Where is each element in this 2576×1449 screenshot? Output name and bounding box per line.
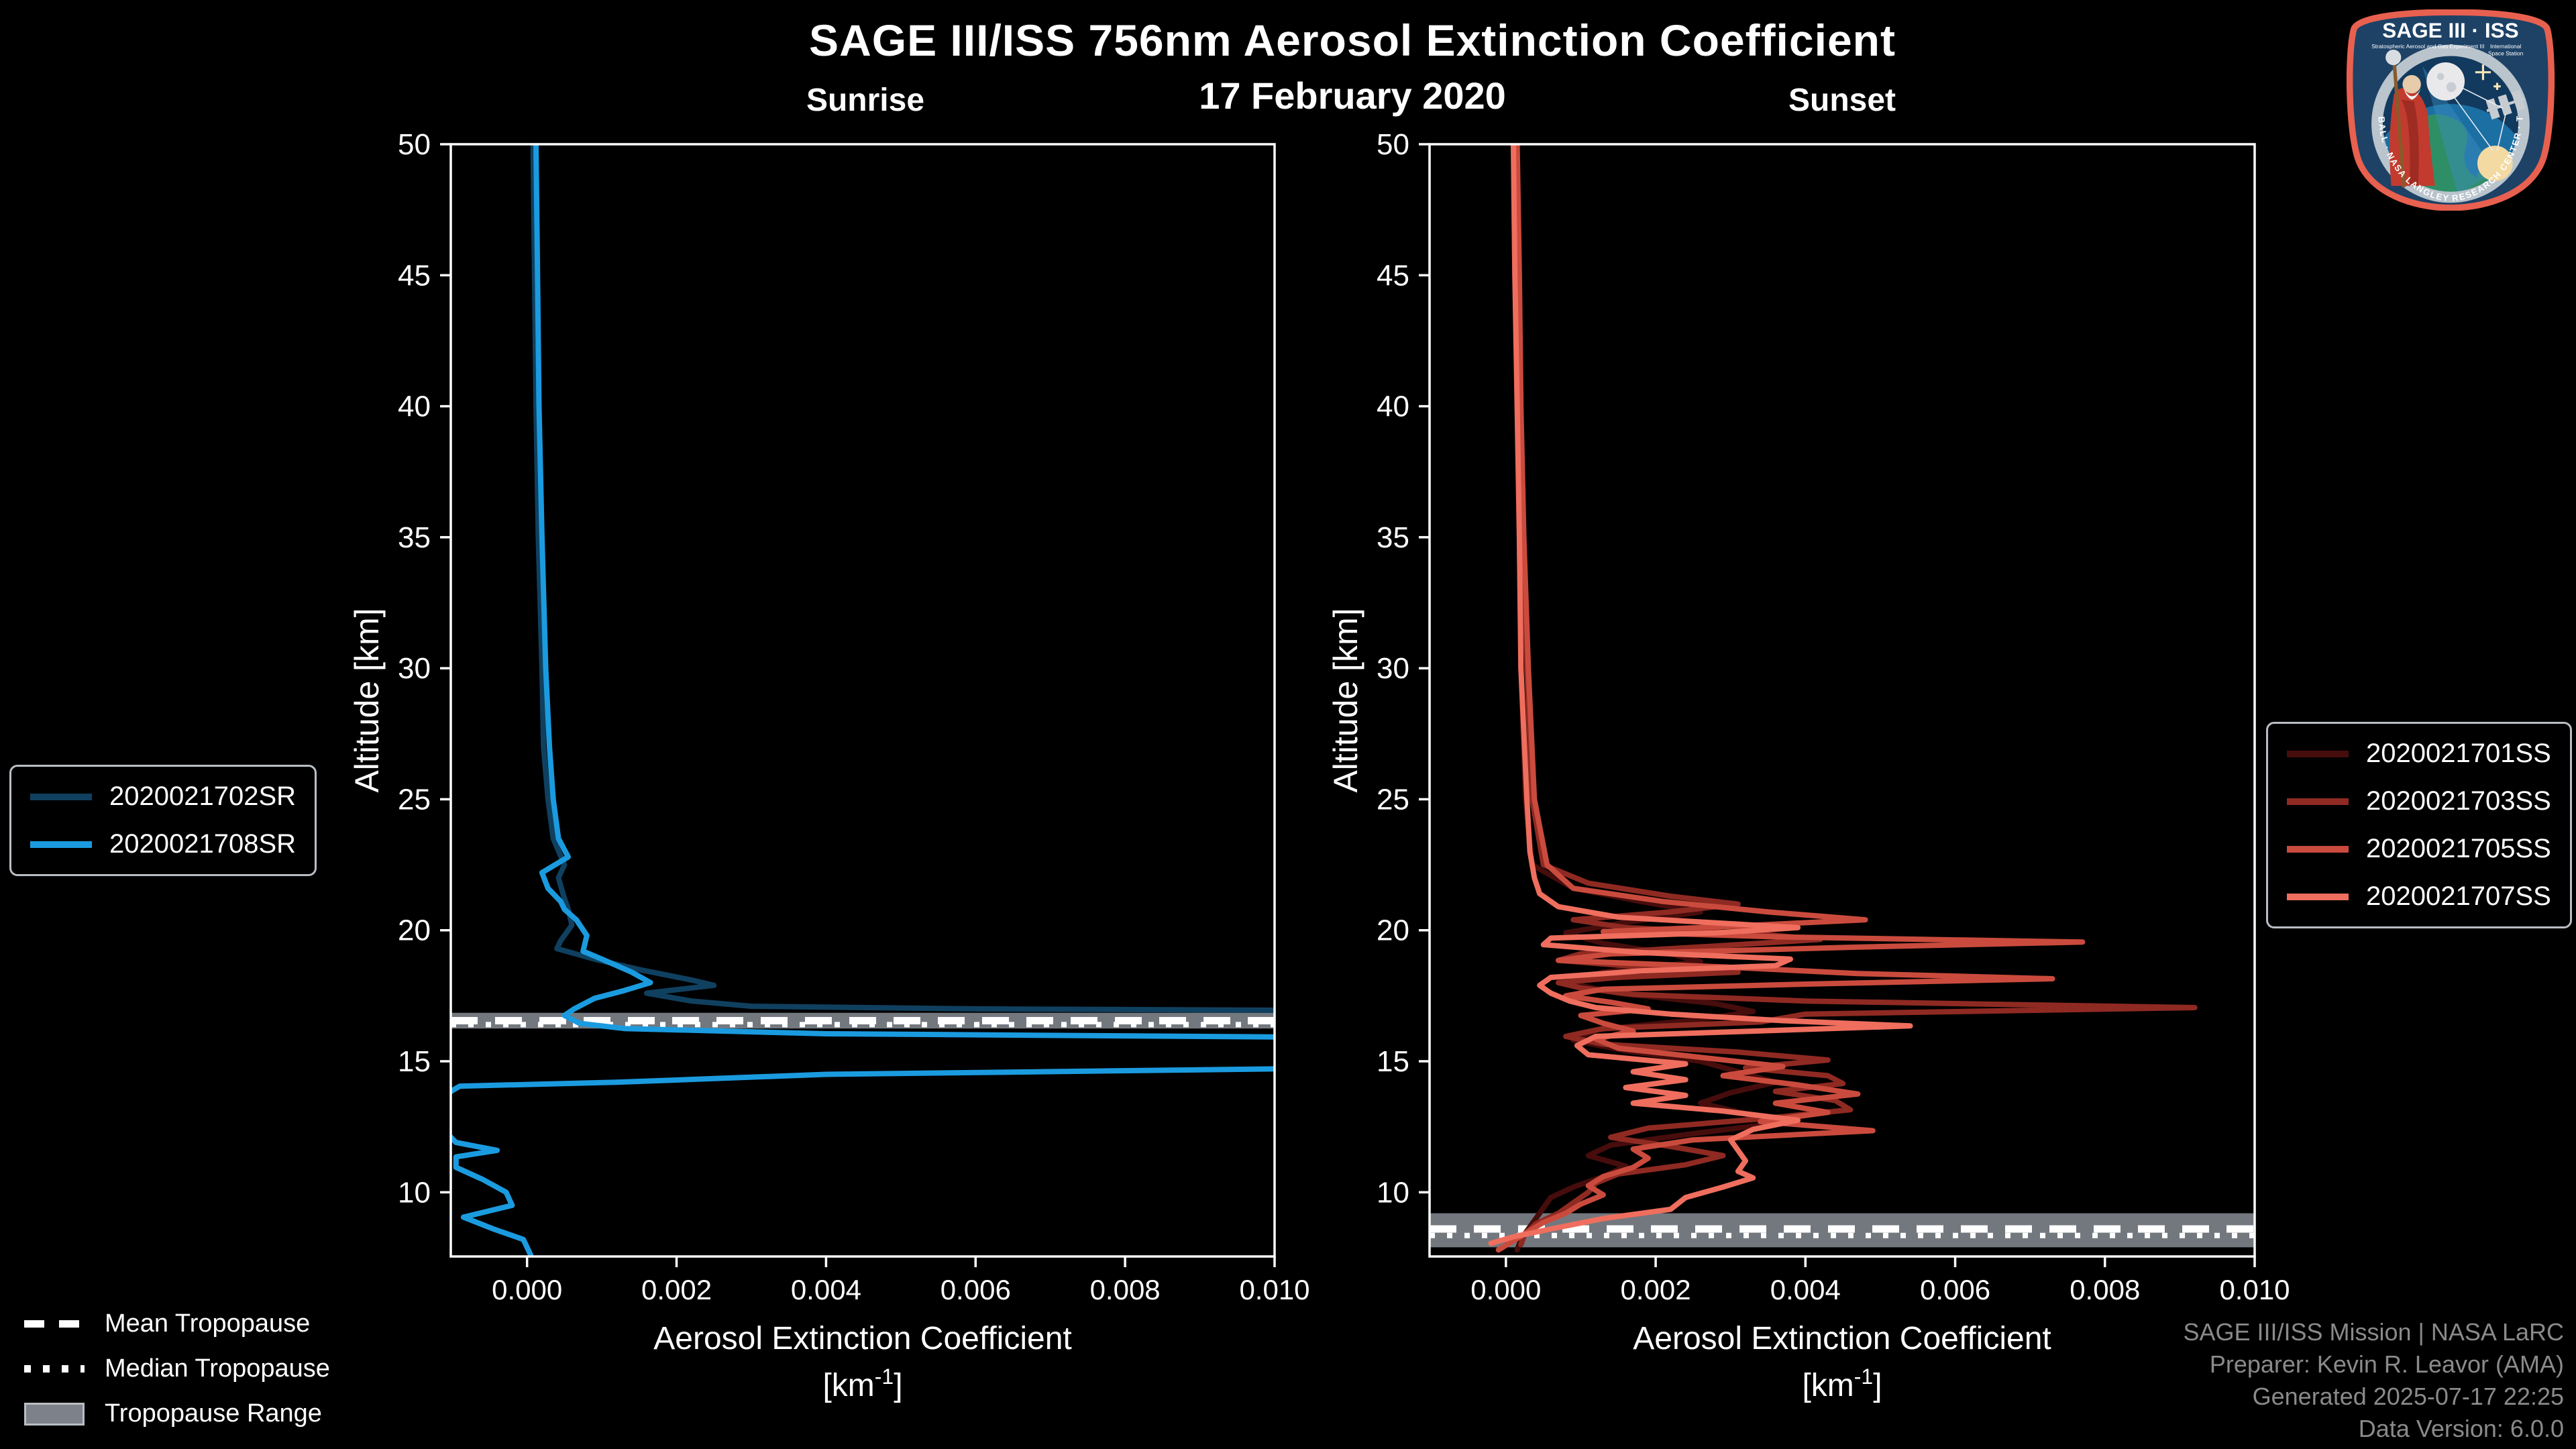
credit-line: Generated 2025-07-17 22:25 <box>2252 1383 2564 1410</box>
x-axis-label: Aerosol Extinction Coefficient <box>653 1321 1071 1356</box>
legend-line-swatch <box>2287 750 2349 757</box>
svg-text:50: 50 <box>1377 128 1409 161</box>
svg-text:0.004: 0.004 <box>1770 1274 1841 1305</box>
legend-label: Mean Tropopause <box>105 1309 311 1338</box>
legend-line-swatch <box>30 793 92 800</box>
legend-label: 2020021705SS <box>2366 834 2551 863</box>
svg-text:0.002: 0.002 <box>641 1274 712 1305</box>
x-axis-label: Aerosol Extinction Coefficient <box>1633 1321 2051 1356</box>
svg-text:20: 20 <box>1377 914 1409 947</box>
svg-text:0.004: 0.004 <box>791 1274 861 1305</box>
moon-crater <box>2437 72 2445 80</box>
profile-2020021708SR <box>451 144 1275 1256</box>
svg-text:15: 15 <box>1377 1045 1409 1078</box>
svg-text:0.006: 0.006 <box>1920 1274 1990 1305</box>
patch-subtitle-right: Space Station <box>2488 50 2524 56</box>
svg-text:10: 10 <box>1377 1176 1409 1209</box>
svg-text:25: 25 <box>1377 783 1409 816</box>
legend-item: Median Tropopause <box>24 1354 330 1383</box>
svg-text:35: 35 <box>398 521 431 554</box>
date-label: 17 February 2020 <box>1199 74 1506 117</box>
profile-2020021705SS <box>1495 144 2086 1253</box>
subtitle-sunset: Sunset <box>1788 83 1896 118</box>
credit-line: Data Version: 6.0.0 <box>2358 1415 2564 1442</box>
observation-lines <box>2451 85 2506 151</box>
profile-2020021702SR <box>530 144 1275 1013</box>
tropopause-range-band-swatch <box>24 1402 85 1426</box>
sun <box>2477 146 2513 181</box>
sunrise-legend: 2020021702SR 2020021708SR <box>9 765 317 876</box>
svg-text:0.008: 0.008 <box>2070 1274 2140 1305</box>
plot-frame <box>449 143 1276 1258</box>
star-sparkle <box>2475 64 2501 90</box>
svg-text:30: 30 <box>1377 652 1409 685</box>
moon-crater <box>2446 82 2457 93</box>
legend-label: Tropopause Range <box>105 1399 322 1428</box>
sunset-plot: 0.000 0.002 0.004 0.006 0.008 0.010 10 15 20 25 30… <box>1327 128 2290 1403</box>
svg-text:45: 45 <box>398 259 431 292</box>
legend-label: Median Tropopause <box>105 1354 330 1383</box>
svg-text:0.000: 0.000 <box>1470 1274 1541 1305</box>
legend-item: 2020021705SS <box>2287 834 2551 864</box>
legend-item: Mean Tropopause <box>24 1309 330 1338</box>
svg-text:0.010: 0.010 <box>1239 1274 1309 1305</box>
iss-icon <box>2485 89 2526 120</box>
credit-line: Preparer: Kevin R. Leavor (AMA) <box>2209 1350 2564 1378</box>
y-axis-label: Altitude [km] <box>1327 608 1364 792</box>
legend-label: 2020021701SS <box>2366 739 2551 768</box>
legend-line-swatch <box>2287 893 2349 900</box>
credits-block: SAGE III/ISS Mission | NASA LaRC Prepare… <box>2183 1316 2564 1445</box>
median-tropopause-dotted-swatch <box>24 1365 85 1373</box>
moon <box>2426 62 2465 101</box>
svg-text:40: 40 <box>1377 390 1409 423</box>
tropopause-legend: Mean Tropopause Median Tropopause Tropop… <box>24 1309 330 1428</box>
legend-line-swatch <box>2287 845 2349 853</box>
credit-line: SAGE III/ISS Mission | NASA LaRC <box>2183 1318 2564 1346</box>
patch-subtitle-right: International <box>2490 43 2521 50</box>
legend-label: 2020021707SS <box>2366 881 2551 911</box>
sunrise-plot: 0.000 0.002 0.004 0.006 0.008 0.010 10 15 20 25 30… <box>348 128 1310 1403</box>
x-axis-unit-label: [km-1] <box>1802 1364 1882 1403</box>
page-title: SAGE III/ISS 756nm Aerosol Extinction Co… <box>809 15 1896 65</box>
patch-title: SAGE III · ISS <box>2382 18 2518 42</box>
subtitle-sunrise: Sunrise <box>806 83 925 118</box>
svg-text:40: 40 <box>398 390 431 423</box>
svg-text:0.010: 0.010 <box>2219 1274 2290 1305</box>
legend-item: 2020021702SR <box>30 782 296 812</box>
svg-text:10: 10 <box>398 1176 431 1209</box>
legend-item: 2020021703SS <box>2287 786 2551 816</box>
sunset-legend: 2020021701SS 2020021703SS 2020021705SS 2… <box>2266 722 2572 928</box>
legend-item: 2020021701SS <box>2287 739 2551 769</box>
svg-text:0.000: 0.000 <box>492 1274 562 1305</box>
legend-label: 2020021703SS <box>2366 786 2551 816</box>
legend-label: 2020021708SR <box>109 829 297 859</box>
legend-item: 2020021707SS <box>2287 881 2551 912</box>
plot-frame <box>1428 143 2256 1258</box>
svg-text:35: 35 <box>1377 521 1409 554</box>
profile-2020021703SS <box>1512 144 2198 1248</box>
svg-text:30: 30 <box>398 652 431 685</box>
svg-text:0.008: 0.008 <box>1090 1274 1161 1305</box>
svg-text:0.002: 0.002 <box>1621 1274 1691 1305</box>
legend-label: 2020021702SR <box>109 782 297 811</box>
svg-text:20: 20 <box>398 914 431 947</box>
mean-tropopause-dashed-swatch <box>24 1320 85 1328</box>
legend-line-swatch <box>2287 798 2349 805</box>
svg-text:15: 15 <box>398 1045 431 1078</box>
mission-patch-logo: SAGE III · ISS Stratospheric Aerosol and… <box>2344 9 2555 211</box>
legend-item: Tropopause Range <box>24 1399 330 1428</box>
y-axis-label: Altitude [km] <box>348 608 386 792</box>
svg-text:50: 50 <box>398 128 431 161</box>
patch-subtitle-left: Stratospheric Aerosol and Gas Experiment… <box>2371 43 2484 50</box>
svg-text:45: 45 <box>1377 259 1409 292</box>
svg-text:0.006: 0.006 <box>941 1274 1011 1305</box>
legend-item: 2020021708SR <box>30 829 296 859</box>
x-axis-unit-label: [km-1] <box>822 1364 902 1403</box>
father-time-figure <box>2385 50 2435 188</box>
svg-text:25: 25 <box>398 783 431 816</box>
legend-line-swatch <box>30 841 92 848</box>
profile-2020021707SS <box>1488 144 1913 1246</box>
